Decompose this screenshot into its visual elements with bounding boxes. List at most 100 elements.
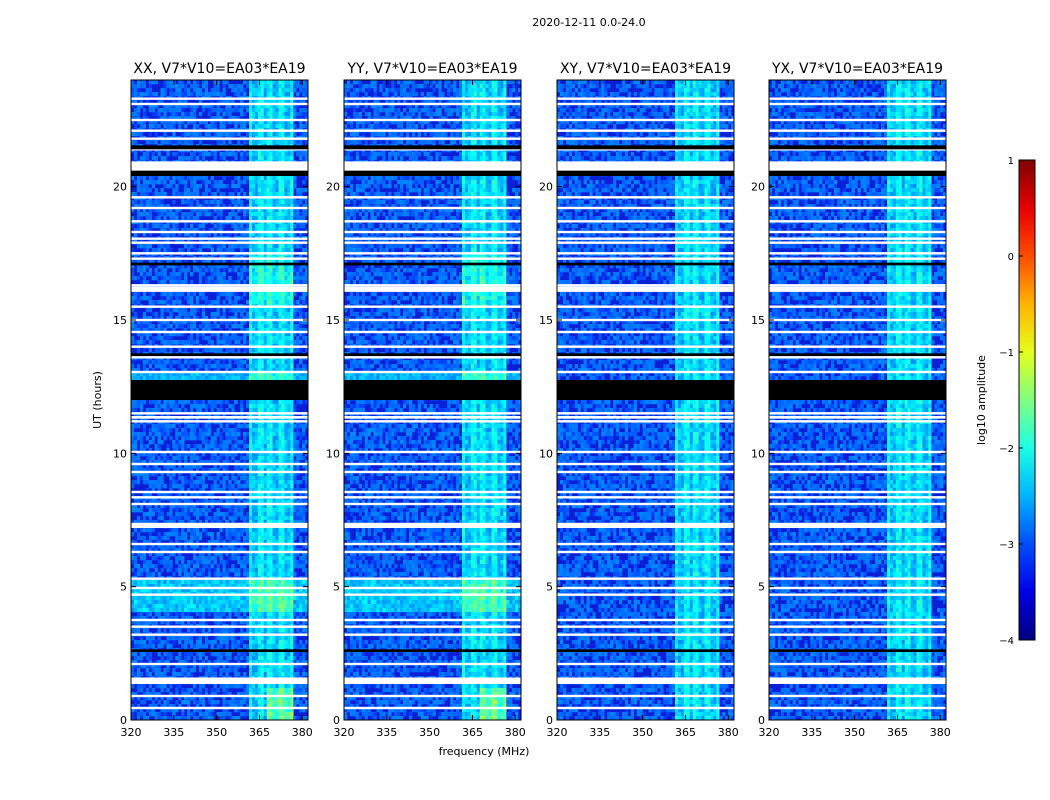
heatmap-cell [273,480,276,484]
heatmap-cell [246,364,249,368]
heatmap-cell [279,300,282,304]
heatmap-cell [137,176,140,180]
heatmap-cell [293,184,296,188]
heatmap-cell [279,268,282,272]
heatmap-cell [296,200,299,204]
heatmap-cell [258,348,261,352]
heatmap-cell [240,400,243,404]
heatmap-cell [196,212,199,216]
heatmap-cell [146,224,149,228]
heatmap-cell [193,112,196,116]
heatmap-cell [217,324,220,328]
heatmap-cell [214,360,217,364]
heatmap-cell [249,84,252,88]
heatmap-cell [261,484,264,488]
heatmap-cell [181,480,184,484]
heatmap-cell [225,428,228,432]
heatmap-cell [190,152,193,156]
heatmap-cell [270,88,273,92]
heatmap-cell [146,92,149,96]
heatmap-cell [155,376,158,380]
heatmap-cell [296,140,299,144]
heatmap-cell [258,188,261,192]
heatmap-cell [231,268,234,272]
heatmap-cell [270,80,273,84]
heatmap-cell [155,192,158,196]
heatmap-cell [255,360,258,364]
heatmap-cell [149,348,152,352]
heatmap-cell [258,512,261,516]
heatmap-cell [246,268,249,272]
heatmap-cell [246,424,249,428]
heatmap-cell [299,456,302,460]
heatmap-cell [261,324,264,328]
heatmap-cell [261,348,264,352]
heatmap-cell [287,508,290,512]
heatmap-cell [175,212,178,216]
heatmap-cell [237,244,240,248]
heatmap-cell [237,276,240,280]
heatmap-cell [246,180,249,184]
heatmap-cell [296,188,299,192]
heatmap-cell [155,300,158,304]
heatmap-cell [279,348,282,352]
heatmap-cell [202,428,205,432]
heatmap-cell [287,308,290,312]
heatmap-cell [161,456,164,460]
heatmap-cell [281,200,284,204]
heatmap-cell [243,272,246,276]
heatmap-cell [161,508,164,512]
heatmap-cell [264,200,267,204]
heatmap-cell [273,244,276,248]
heatmap-cell [181,84,184,88]
heatmap-cell [246,224,249,228]
heatmap-cell [146,336,149,340]
heatmap-cell [161,272,164,276]
heatmap-cell [293,280,296,284]
heatmap-cell [158,364,161,368]
heatmap-cell [217,224,220,228]
heatmap-cell [175,324,178,328]
heatmap-cell [175,376,178,380]
heatmap-cell [252,364,255,368]
heatmap-cell [196,184,199,188]
heatmap-cell [199,244,202,248]
heatmap-cell [296,272,299,276]
heatmap-cell [293,244,296,248]
heatmap-cell [155,80,158,84]
heatmap-cell [190,280,193,284]
heatmap-cell [252,180,255,184]
heatmap-cell [255,508,258,512]
heatmap-cell [193,340,196,344]
heatmap-cell [137,112,140,116]
heatmap-cell [264,424,267,428]
heatmap-cell [249,364,252,368]
heatmap-cell [172,400,175,404]
heatmap-cell [258,108,261,112]
heatmap-cell [161,276,164,280]
heatmap-cell [296,212,299,216]
heatmap-cell [220,364,223,368]
heatmap-cell [264,108,267,112]
heatmap-cell [205,84,208,88]
heatmap-cell [231,476,234,480]
heatmap-cell [190,508,193,512]
heatmap-cell [187,216,190,220]
heatmap-cell [290,80,293,84]
heatmap-cell [237,224,240,228]
heatmap-cell [166,400,169,404]
heatmap-cell [276,348,279,352]
heatmap-cell [225,400,228,404]
heatmap-cell [175,152,178,156]
heatmap-cell [302,132,305,136]
heatmap-cell [237,140,240,144]
heatmap-cell [137,108,140,112]
heatmap-cell [217,180,220,184]
heatmap-cell [199,456,202,460]
heatmap-cell [284,180,287,184]
heatmap-cell [169,108,172,112]
heatmap-cell [137,276,140,280]
heatmap-cell [258,360,261,364]
heatmap-cell [302,296,305,300]
heatmap-cell [287,300,290,304]
